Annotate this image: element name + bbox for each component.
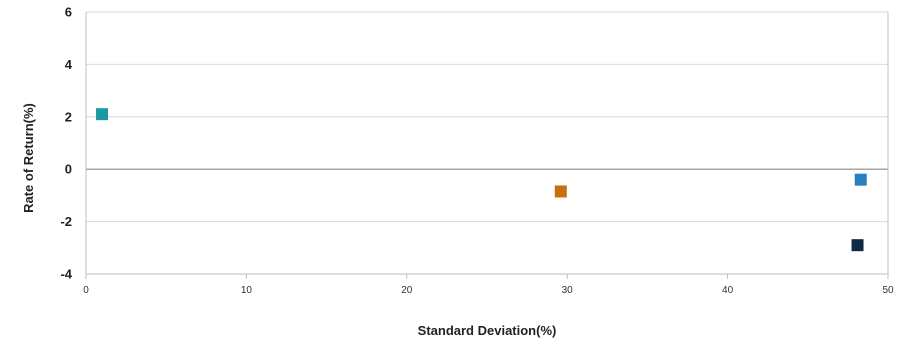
y-tick-label: 4 <box>65 57 73 72</box>
axes <box>85 12 889 279</box>
data-point <box>851 239 864 252</box>
data-point <box>854 173 867 186</box>
x-tick-label: 50 <box>882 285 894 296</box>
y-tick-label: 6 <box>65 5 72 20</box>
x-tick-labels: 0 10 20 30 40 50 <box>83 285 894 296</box>
data-point <box>96 108 109 121</box>
y-tick-label: -2 <box>60 214 72 229</box>
x-axis-label: Standard Deviation(%) <box>418 323 557 338</box>
data-point <box>554 185 567 198</box>
y-tick-label: 0 <box>65 162 72 177</box>
y-tick-labels: 6 4 2 0 -2 -4 <box>60 5 72 282</box>
x-tick-label: 20 <box>401 285 413 296</box>
gridlines <box>86 11 888 275</box>
y-tick-label: 2 <box>65 109 72 124</box>
data-points <box>96 108 867 252</box>
x-tick-label: 0 <box>83 285 89 296</box>
y-axis-label: Rate of Return(%) <box>21 103 36 213</box>
x-tick-label: 30 <box>562 285 574 296</box>
x-tick-label: 40 <box>722 285 734 296</box>
y-tick-label: -4 <box>60 267 72 282</box>
x-tick-label: 10 <box>241 285 253 296</box>
